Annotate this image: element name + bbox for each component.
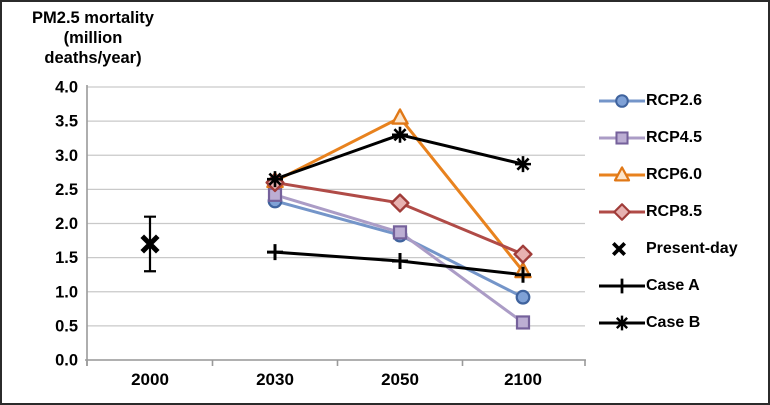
marker-diamond (390, 193, 410, 213)
y-axis-tick-label: 2.5 (55, 181, 78, 199)
marker-square (392, 225, 408, 240)
chart-title-line-2: (million (63, 29, 123, 47)
marker-plus (267, 244, 283, 261)
legend-item-Case B: Case B (598, 304, 768, 341)
series-line-RCP8.5 (274, 181, 524, 256)
legend-swatch-circle-icon (599, 93, 645, 108)
chart-legend: RCP2.6 RCP4.5 RCP6.0 RCP8.5 Present-day Case … (598, 82, 768, 341)
chart-title-line-3: deaths/year) (44, 49, 142, 67)
y-axis-tick-label: 1.0 (55, 283, 78, 301)
x-axis-tick-label: 2100 (504, 370, 542, 389)
marker-triangle (391, 108, 409, 125)
chart-title: PM2.5 mortality (million deaths/year) (4, 8, 182, 68)
legend-label: RCP2.6 (646, 91, 703, 109)
marker-plus (614, 278, 630, 293)
y-axis-tick-label: 3.5 (55, 113, 78, 131)
legend-label: RCP4.5 (646, 128, 703, 146)
marker-plus (515, 266, 531, 283)
legend-swatch-x-icon (611, 241, 627, 256)
x-axis-tick-label: 2030 (256, 370, 294, 389)
series-line-RCP2.6 (274, 199, 524, 299)
y-axis-tick-label: 0.0 (55, 352, 78, 370)
marker-x (140, 234, 160, 254)
marker-asterisk (515, 156, 531, 173)
legend-swatch-diamond-icon (599, 202, 645, 221)
legend-item-RCP6.0: RCP6.0 (598, 156, 768, 193)
legend-swatch-plus-icon (599, 278, 645, 293)
legend-label: Case A (646, 276, 700, 294)
legend-item-Case A: Case A (598, 267, 768, 304)
legend-item-RCP8.5: RCP8.5 (598, 193, 768, 230)
legend-label: RCP6.0 (646, 165, 703, 183)
y-axis-tick-label: 4.0 (55, 79, 78, 97)
series-markers-Case A (267, 244, 531, 283)
marker-asterisk (267, 171, 283, 188)
y-axis-tick-label: 2.0 (55, 215, 78, 233)
marker-diamond (513, 244, 533, 264)
legend-label: RCP8.5 (646, 202, 703, 220)
y-axis-tick-label: 3.0 (55, 147, 78, 165)
x-axis-tick-label: 2050 (381, 370, 419, 389)
legend-item-Present-day: Present-day (598, 230, 768, 267)
marker-plus (392, 253, 408, 270)
y-axis-tick-label: 1.5 (55, 249, 78, 267)
legend-swatch-square-icon (599, 130, 645, 145)
marker-diamond (613, 202, 631, 221)
marker-square (515, 315, 531, 330)
marker-square (615, 130, 629, 145)
series-markers-Case B (267, 126, 531, 188)
series-path (274, 199, 524, 299)
marker-circle (515, 289, 531, 305)
marker-circle (615, 93, 629, 108)
chart-title-line-1: PM2.5 mortality (32, 9, 154, 27)
y-axis-tick-label: 0.5 (55, 317, 78, 335)
legend-item-RCP4.5: RCP4.5 (598, 119, 768, 156)
marker-x (611, 241, 627, 256)
legend-swatch-asterisk-icon (599, 315, 645, 330)
series-path (274, 181, 524, 256)
marker-triangle (613, 165, 631, 181)
series-markers-Present-day (140, 234, 160, 254)
legend-swatch-triangle-icon (599, 165, 645, 181)
x-axis-tick-label: 2000 (131, 370, 169, 389)
marker-asterisk (392, 126, 408, 143)
legend-label: Present-day (646, 239, 738, 257)
marker-asterisk (614, 315, 630, 330)
legend-item-RCP2.6: RCP2.6 (598, 82, 768, 119)
legend-label: Case B (646, 313, 701, 331)
